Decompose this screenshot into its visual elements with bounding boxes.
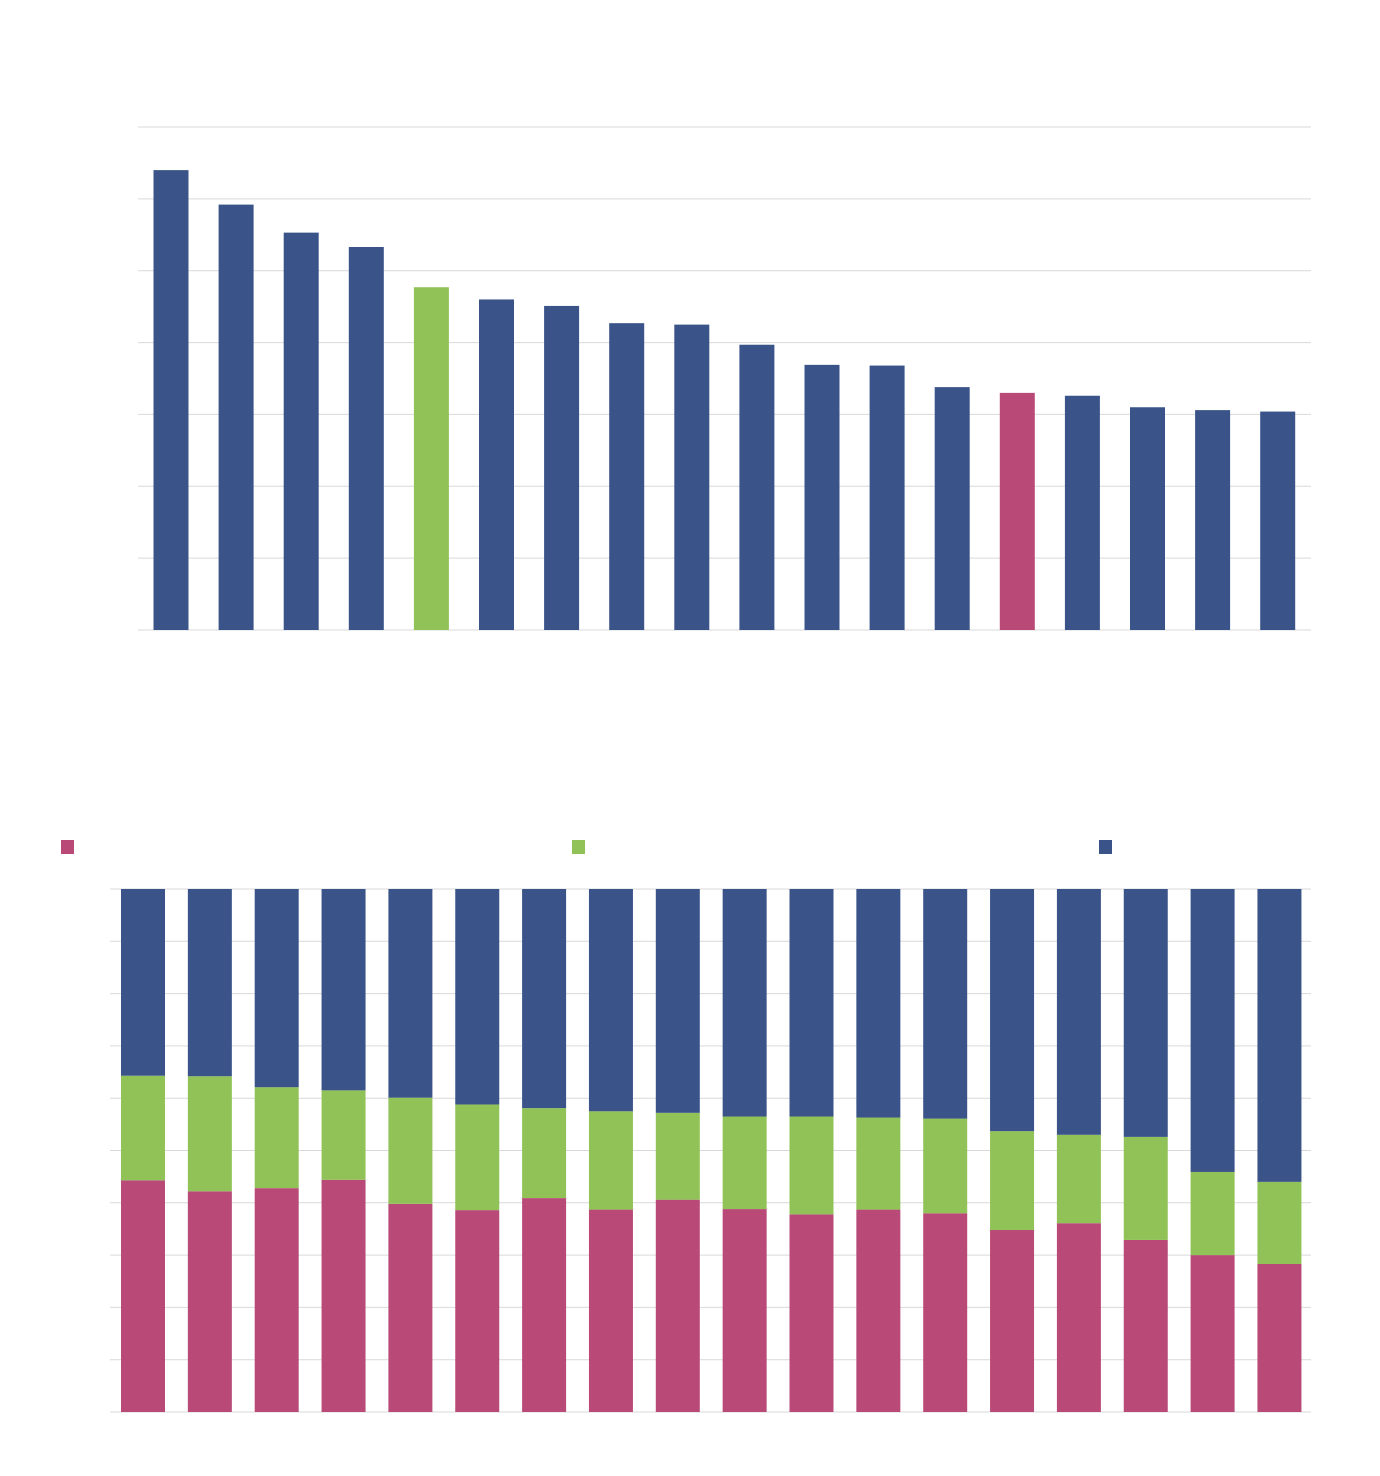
top-chart-bar: [413, 287, 449, 630]
bottom-chart-bar-segment-2: [187, 1076, 232, 1192]
bottom-chart-bar-segment-1: [789, 1214, 834, 1412]
bottom-chart-legend: [61, 840, 1112, 854]
bottom-chart-bar-segment-2: [455, 1104, 500, 1211]
bottom-chart-bar-segment-1: [856, 1209, 901, 1412]
bottom-chart-bar-segment-2: [856, 1117, 901, 1210]
bottom-chart-bar-segment-1: [655, 1199, 700, 1412]
bottom-chart-bar-segment-2: [990, 1131, 1035, 1230]
bottom-chart-bar-segment-2: [655, 1112, 700, 1200]
legend-swatch-1: [61, 840, 74, 854]
top-chart-bar: [999, 392, 1035, 630]
bottom-chart-bar-segment-2: [254, 1087, 299, 1189]
bottom-chart-bar-segment-1: [1123, 1239, 1168, 1412]
bottom-chart-bar-segment-2: [722, 1116, 767, 1210]
bottom-chart-bar-segment-2: [1056, 1134, 1101, 1224]
bottom-chart-bar-segment-1: [455, 1210, 500, 1412]
top-chart-bar: [283, 232, 319, 630]
bottom-chart-bar-segment-2: [388, 1097, 433, 1204]
bottom-chart-bar-segment-2: [1123, 1136, 1168, 1240]
bottom-chart-bar-segment-3: [388, 889, 433, 1098]
bottom-chart-bar-segment-3: [522, 889, 567, 1109]
bottom-chart-bar-segment-1: [254, 1188, 299, 1412]
top-chart-bar: [218, 204, 254, 630]
bottom-chart-bar-segment-1: [588, 1209, 633, 1412]
bottom-chart-bar-segment-1: [121, 1180, 165, 1412]
legend-swatch-3: [1099, 840, 1112, 854]
top-chart-bar: [609, 323, 645, 630]
bottom-chart-bar-segment-3: [187, 889, 232, 1077]
bottom-chart-bar-segment-3: [121, 889, 165, 1076]
bottom-chart-bar-segment-1: [722, 1209, 767, 1412]
bottom-chart-bar-segment-1: [1257, 1263, 1302, 1412]
top-chart-bar: [1064, 395, 1100, 630]
bottom-chart-bar-segment-1: [388, 1203, 433, 1412]
top-chart-bar: [1260, 411, 1296, 630]
bottom-chart-bar-segment-2: [789, 1116, 834, 1215]
bottom-chart-bar-segment-2: [923, 1118, 968, 1214]
bottom-chart-bar-segment-3: [1190, 889, 1235, 1172]
bottom-chart-bar-segment-3: [254, 889, 299, 1088]
top-chart-bar: [544, 305, 580, 630]
top-chart-bars: [153, 170, 1296, 630]
top-bar-chart: [138, 126, 1311, 631]
bottom-chart-bar-segment-2: [1257, 1181, 1302, 1264]
bottom-chart-gridlines: [110, 888, 1311, 1413]
legend-swatch-2: [572, 840, 585, 854]
bottom-chart-bars: [121, 889, 1302, 1412]
bottom-chart-bar-segment-3: [588, 889, 633, 1112]
bottom-chart-bar-segment-2: [1190, 1171, 1235, 1256]
bottom-chart-bar-segment-3: [722, 889, 767, 1117]
bottom-chart-bar-segment-3: [923, 889, 968, 1119]
bottom-chart-bar-segment-1: [1190, 1255, 1235, 1412]
bottom-chart-bar-segment-2: [321, 1090, 366, 1180]
bottom-chart-bar-segment-3: [1123, 889, 1168, 1137]
top-chart-bar: [869, 365, 905, 630]
bottom-stacked-bar-chart: [61, 840, 1311, 1413]
top-chart-gridlines: [138, 126, 1311, 631]
bottom-chart-bar-segment-3: [321, 889, 366, 1091]
bottom-chart-bar-segment-3: [455, 889, 500, 1105]
bottom-chart-bar-segment-1: [923, 1213, 968, 1412]
bottom-chart-bar-segment-3: [789, 889, 834, 1117]
top-chart-bar: [674, 324, 710, 630]
bottom-chart-bar-segment-1: [990, 1229, 1035, 1412]
bottom-chart-bar-segment-2: [121, 1075, 165, 1181]
bottom-chart-bar-segment-3: [856, 889, 901, 1118]
top-chart-bar: [1195, 410, 1231, 630]
top-chart-bar: [348, 247, 384, 630]
bottom-chart-bar-segment-1: [1056, 1223, 1101, 1412]
bottom-chart-bar-segment-3: [1056, 889, 1101, 1135]
bottom-chart-bar-segment-1: [522, 1198, 567, 1412]
bottom-chart-bar-segment-1: [321, 1179, 366, 1412]
bottom-chart-bar-segment-2: [522, 1108, 567, 1199]
bottom-chart-bar-segment-3: [655, 889, 700, 1113]
bottom-chart-bar-segment-3: [990, 889, 1035, 1132]
top-chart-bar: [934, 387, 970, 630]
bottom-chart-bar-segment-1: [187, 1191, 232, 1412]
top-chart-bar: [479, 299, 514, 630]
top-chart-bar: [739, 344, 775, 630]
bottom-chart-bar-segment-2: [588, 1111, 633, 1210]
top-chart-bar: [804, 364, 840, 630]
top-chart-bar: [153, 170, 189, 630]
bottom-chart-bar-segment-3: [1257, 889, 1302, 1182]
top-chart-bar: [1130, 407, 1165, 630]
